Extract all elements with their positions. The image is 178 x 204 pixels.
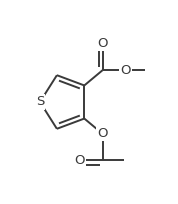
Text: O: O [120,64,131,76]
Text: O: O [98,128,108,140]
Text: O: O [98,37,108,50]
Text: O: O [75,154,85,167]
Text: S: S [36,95,44,109]
